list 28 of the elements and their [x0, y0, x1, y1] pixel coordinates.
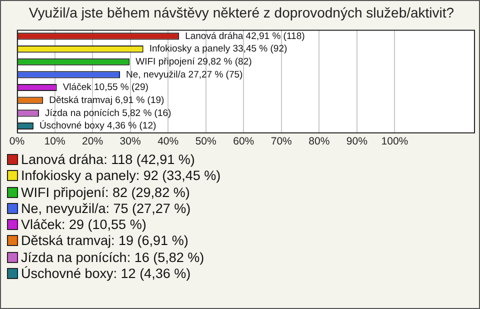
- x-tick-label: 30%: [120, 136, 141, 148]
- category-label: Dětská tramvaj 6,91 % (19): [49, 94, 164, 106]
- x-tick-label: 100%: [381, 136, 408, 148]
- text: Úschovné boxy: 12 (4,36 %): [20, 266, 192, 282]
- category-label: WIFI připojení 29,82 % (82): [136, 56, 252, 68]
- x-tick-label: 20%: [82, 136, 104, 148]
- x-tick-label: 10%: [44, 136, 66, 148]
- category-label: Úschovné boxy 4,36 % (12): [39, 120, 156, 132]
- category-label: Jízda na ponících 5,82 % (16): [44, 108, 172, 119]
- category-label: Vláček 10,55 % (29): [62, 82, 148, 94]
- x-tick-label: 0%: [9, 136, 25, 148]
- text: Jízda na ponících: 16 (5,82 %): [20, 250, 206, 266]
- category-label: Lanová dráha 42,91 % (118): [185, 30, 305, 42]
- x-tick-label: 40%: [158, 136, 179, 148]
- text: Lanová dráha: 118 (42,91 %): [20, 152, 196, 168]
- x-tick-label: 80%: [308, 136, 330, 148]
- text: Vláček: 29 (10,55 %): [20, 217, 148, 234]
- x-tick-label: 60%: [233, 136, 254, 148]
- chart-title: Využil/a jste během návštěvy některé z doprovodných služeb/aktivit?: [28, 4, 454, 20]
- category-label: Ne, nevyužil/a 27,27 % (75): [126, 69, 243, 80]
- category-label: Infokiosky a panely 33,45 % (92): [149, 44, 288, 55]
- text: Infokiosky a panely: 92 (33,45 %): [20, 168, 221, 185]
- text: WIFI připojení: 82 (29,82 %): [20, 184, 191, 201]
- text: Ne, nevyužil/a: 75 (27,27 %): [20, 200, 192, 218]
- x-tick-label: 70%: [270, 136, 292, 148]
- text: Dětská tramvaj: 19 (6,91 %): [20, 233, 190, 250]
- x-tick-label: 50%: [195, 136, 216, 148]
- x-tick-label: 90%: [346, 136, 368, 148]
